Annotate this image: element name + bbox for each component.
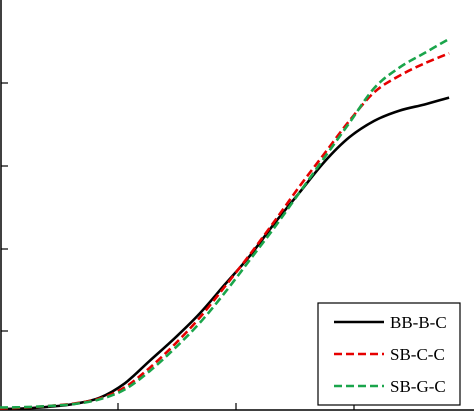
series-group xyxy=(0,37,450,411)
legend-label-sb-c-c: SB-C-C xyxy=(390,345,445,364)
legend-label-bb-b-c: BB-B-C xyxy=(390,313,447,332)
legend-label-sb-g-c: SB-G-C xyxy=(390,377,446,396)
legend: BB-B-C SB-C-C SB-G-C xyxy=(317,302,461,406)
series-line-sb-g-c xyxy=(0,37,450,409)
